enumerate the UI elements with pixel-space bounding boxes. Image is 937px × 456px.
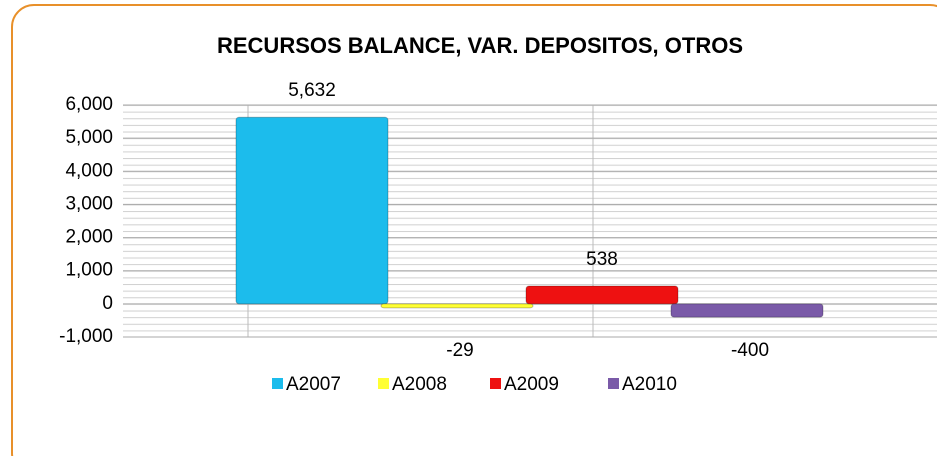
- legend-label: A2010: [622, 374, 677, 395]
- y-tick-label: -1,000: [59, 326, 113, 347]
- bar: [380, 303, 534, 309]
- bar: [525, 285, 679, 305]
- data-label: 5,632: [288, 80, 336, 101]
- y-tick-label: 3,000: [65, 193, 113, 214]
- chart-title: RECURSOS BALANCE, VAR. DEPOSITOS, OTROS: [217, 33, 743, 58]
- legend-label: A2007: [286, 374, 341, 395]
- y-tick-label: 0: [102, 293, 113, 314]
- y-tick-label: 5,000: [65, 127, 113, 148]
- legend-swatch: [378, 378, 389, 389]
- y-tick-label: 1,000: [65, 260, 113, 281]
- y-tick-label: 6,000: [65, 94, 113, 115]
- legend-swatch: [272, 378, 283, 389]
- data-label: -400: [731, 340, 769, 361]
- y-tick-label: 2,000: [65, 227, 113, 248]
- legend-label: A2009: [504, 374, 559, 395]
- y-tick-label: 4,000: [65, 160, 113, 181]
- legend-swatch: [490, 378, 501, 389]
- legend-swatch: [608, 378, 619, 389]
- data-label: 538: [586, 249, 618, 270]
- bar: [670, 303, 824, 318]
- bar: [235, 116, 389, 305]
- legend-label: A2008: [392, 374, 447, 395]
- data-label: -29: [446, 340, 473, 361]
